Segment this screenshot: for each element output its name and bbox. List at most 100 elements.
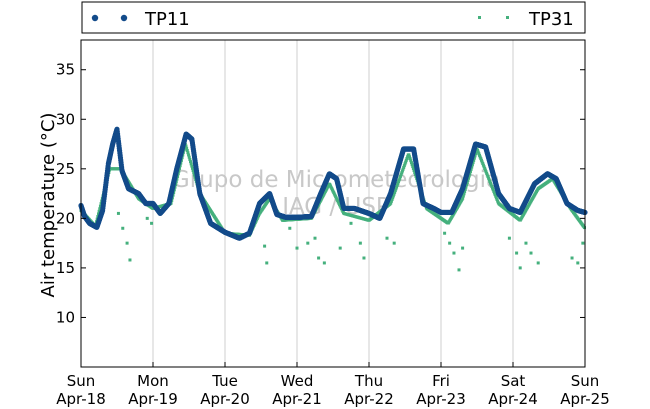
data-point xyxy=(465,183,469,187)
data-point xyxy=(409,159,413,163)
data-point xyxy=(463,190,467,194)
data-point xyxy=(491,188,495,192)
data-point xyxy=(483,166,487,170)
x-tick-label-date: Apr-24 xyxy=(488,390,538,408)
y-axis-label: Air temperature (°C) xyxy=(38,113,59,298)
data-point xyxy=(98,207,102,211)
data-point xyxy=(481,163,485,167)
data-point xyxy=(404,158,408,162)
data-point xyxy=(192,173,196,177)
data-point xyxy=(399,173,403,177)
y-tick-label: 35 xyxy=(56,61,75,79)
data-point xyxy=(190,166,194,170)
outlier-point xyxy=(121,226,125,230)
data-point xyxy=(483,168,487,172)
outlier-point xyxy=(524,241,528,245)
data-point xyxy=(478,155,482,159)
data-point xyxy=(395,185,399,189)
data-point xyxy=(392,192,396,196)
outlier-point xyxy=(576,261,580,265)
data-point xyxy=(495,198,499,201)
outlier-point xyxy=(150,221,154,225)
data-point xyxy=(463,187,467,191)
data-point xyxy=(489,181,493,185)
outlier-point xyxy=(518,266,522,270)
data-point xyxy=(468,170,472,174)
data-point xyxy=(490,186,494,190)
data-point xyxy=(480,160,484,164)
outlier-point xyxy=(338,246,342,250)
data-point xyxy=(461,196,465,200)
plot-area: Grupo de MicrometeorologiaIAG / USP 1015… xyxy=(56,39,610,408)
outlier-point xyxy=(529,251,533,255)
data-point xyxy=(407,153,411,157)
legend-label: TP11 xyxy=(144,9,190,30)
data-point xyxy=(487,176,491,180)
data-point xyxy=(494,194,498,198)
legend-marker xyxy=(91,14,99,22)
y-tick-label: 10 xyxy=(56,308,75,326)
outlier-point xyxy=(349,221,353,225)
series-tp11 xyxy=(78,126,588,241)
outlier-point xyxy=(306,241,310,245)
outlier-point xyxy=(457,268,461,272)
x-tick-label-day: Fri xyxy=(432,372,450,390)
data-point xyxy=(467,176,470,180)
data-point xyxy=(391,196,395,200)
outlier-point xyxy=(128,258,132,262)
data-point xyxy=(481,162,485,166)
data-point xyxy=(408,157,412,161)
data-point xyxy=(467,174,471,178)
data-point xyxy=(406,155,410,159)
data-point xyxy=(486,175,490,179)
data-point xyxy=(390,198,394,202)
outlier-point xyxy=(145,216,149,220)
x-tick-label-date: Apr-22 xyxy=(344,390,394,408)
x-tick-label-day: Mon xyxy=(137,372,169,390)
data-point xyxy=(394,187,398,191)
outlier-point xyxy=(125,241,129,245)
data-point xyxy=(192,171,196,175)
data-point xyxy=(397,180,401,184)
data-point xyxy=(411,165,415,169)
data-point xyxy=(488,180,492,184)
outlier-point xyxy=(263,244,267,248)
data-point xyxy=(389,201,393,205)
data-point xyxy=(478,153,482,157)
legend-marker xyxy=(478,16,481,19)
outlier-point xyxy=(452,251,456,255)
data-point xyxy=(393,189,397,193)
data-point xyxy=(398,174,402,178)
data-point xyxy=(97,209,101,213)
outlier-point xyxy=(295,246,299,250)
outlier-point xyxy=(507,236,511,240)
data-point xyxy=(470,165,474,169)
data-point xyxy=(492,191,496,195)
legend-entry-tp31: TP31 xyxy=(478,9,574,30)
data-point xyxy=(409,161,413,165)
outlier-point xyxy=(448,241,452,245)
data-point xyxy=(184,144,188,148)
data-point xyxy=(411,167,415,171)
outlier-point xyxy=(570,256,574,260)
outlier-point xyxy=(385,236,389,240)
data-point xyxy=(396,181,400,185)
data-point xyxy=(405,157,409,161)
data-point xyxy=(404,160,408,164)
x-tick-label-date: Apr-23 xyxy=(416,390,466,408)
data-point xyxy=(398,176,402,180)
data-point xyxy=(470,163,474,167)
data-point xyxy=(190,164,194,168)
y-tick-label: 20 xyxy=(56,209,75,227)
outlier-point xyxy=(288,226,292,230)
data-point xyxy=(479,158,483,162)
data-point xyxy=(484,170,488,174)
outlier-point xyxy=(515,251,519,255)
data-point xyxy=(189,162,193,166)
data-point xyxy=(98,204,102,208)
data-point xyxy=(472,156,476,160)
data-point xyxy=(187,153,191,157)
x-tick-label-date: Apr-21 xyxy=(272,390,322,408)
data-point xyxy=(402,165,406,169)
